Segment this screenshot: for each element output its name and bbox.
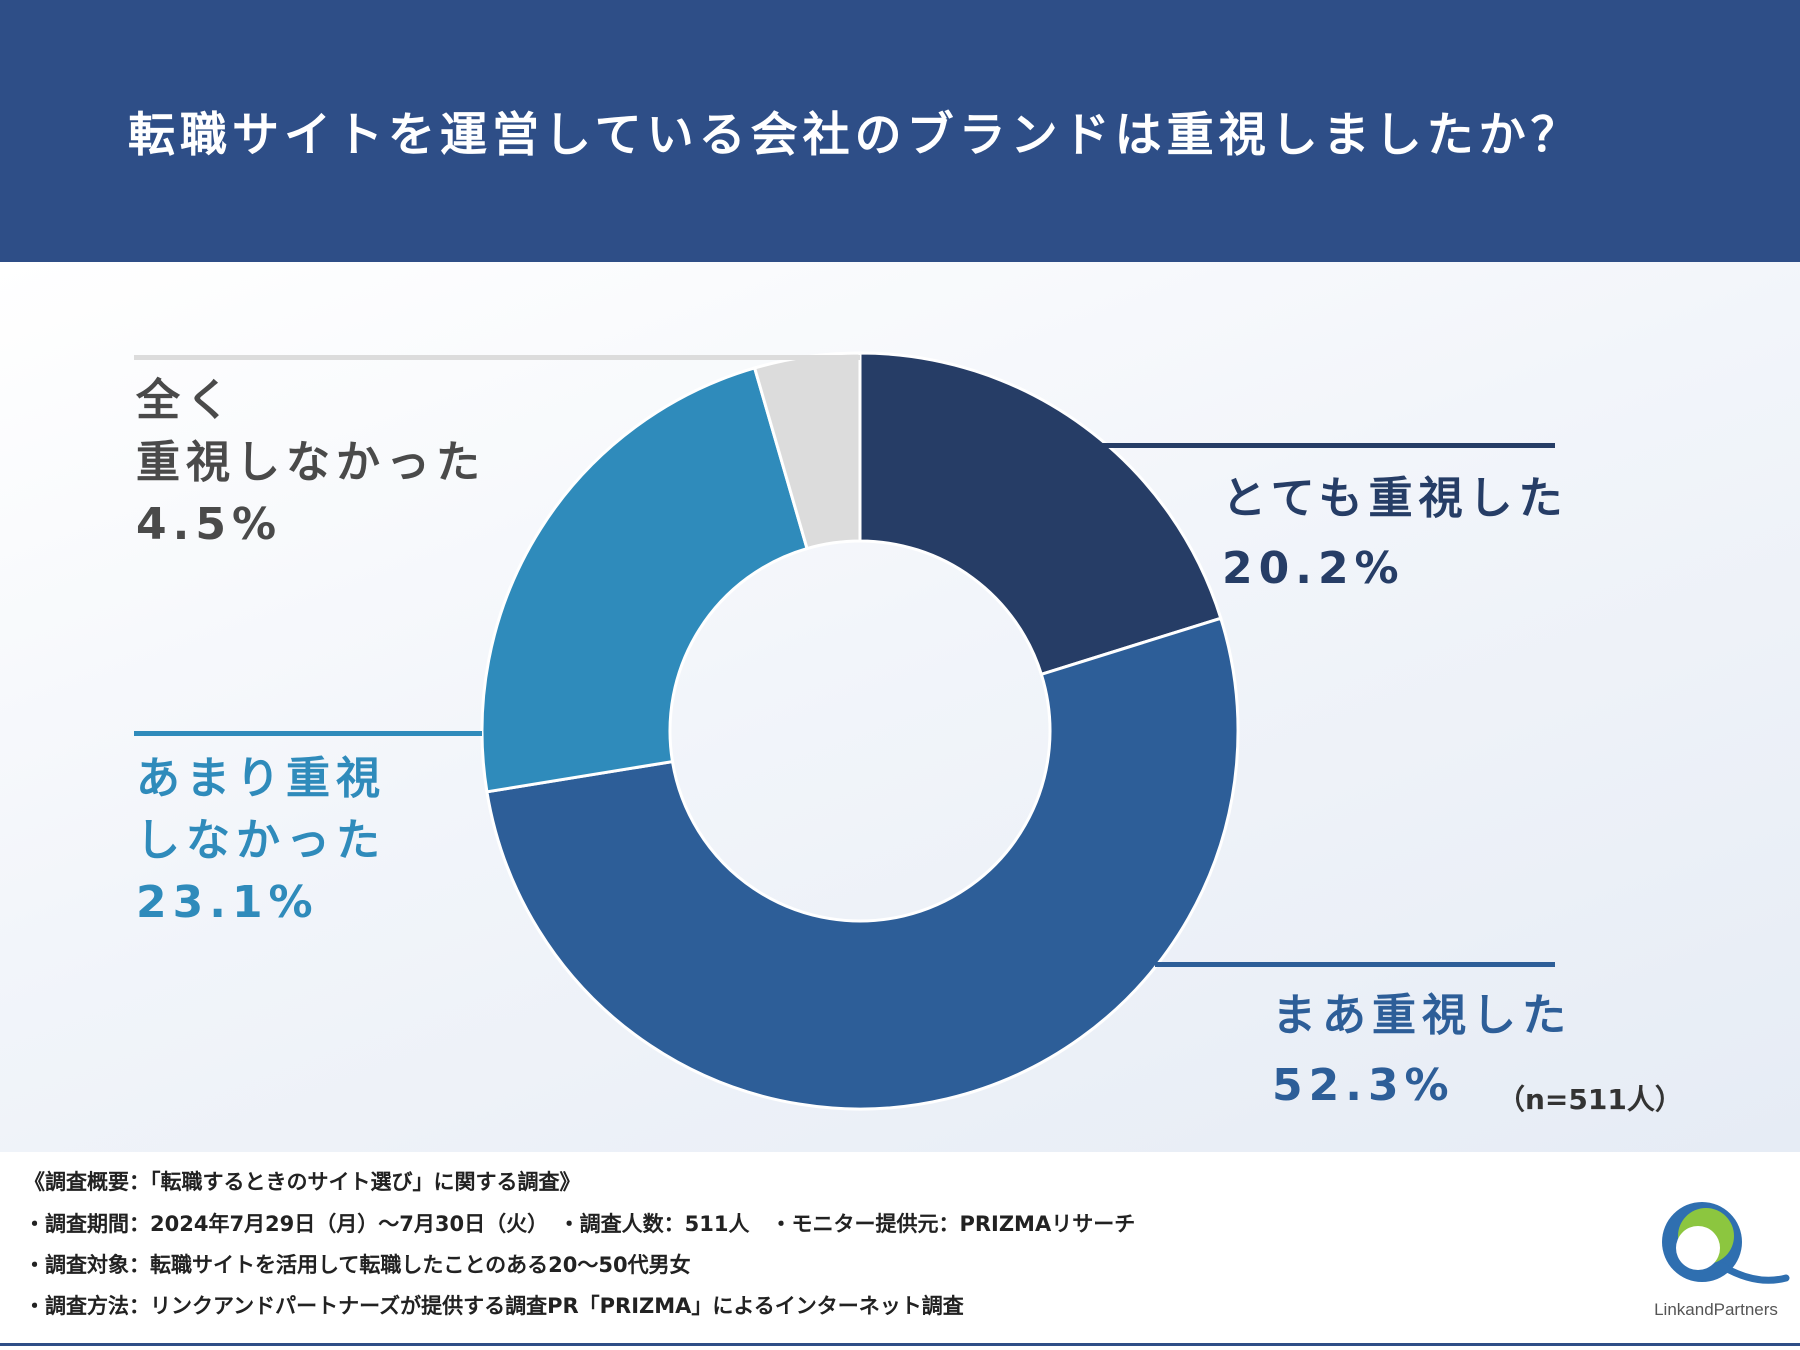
label-not-much: あまり重視 しなかった 23.1% [136,748,386,934]
leader-line-not-much [134,731,482,736]
survey-footer: 《調査概要：「転職するときのサイト選び」に関する調査》 ・調査期間：2024年7… [0,1152,1800,1350]
logo-text: LinkandPartners [1654,1300,1778,1319]
label-somewhat-important: まあ重視した 52.3% [1272,985,1572,1117]
leader-line-not-at-all [134,355,860,360]
label-not-at-all-line1: 全く [136,375,236,426]
sample-size-note: （n=511人） [1497,1083,1683,1116]
label-not-much-line1: あまり重視 [136,753,386,804]
leader-line-somewhat [1155,962,1555,967]
bottom-rule [0,1343,1800,1346]
survey-overview: 《調査概要：「転職するときのサイト選び」に関する調査》 [24,1170,581,1194]
label-not-much-pct: 23.1% [136,877,319,928]
slice-very-important [858,351,1223,677]
page-title: 転職サイトを運営している会社のブランドは重視しましたか？ [128,108,1583,163]
survey-method: ・調査方法：リンクアンドパートナーズが提供する調査PR「PRIZMA」によるイン… [24,1294,964,1318]
label-not-at-all-pct: 4.5% [136,499,283,550]
label-somewhat-important-pct: 52.3% [1272,1060,1455,1111]
label-very-important: とても重視した 20.2% [1222,468,1568,600]
logo-icon [1662,1202,1790,1284]
label-not-at-all-line2: 重視しなかった [136,437,486,488]
survey-period: ・調査期間：2024年7月29日（月）～7月30日（火） ・調査人数：511人 … [24,1212,1136,1236]
slice-not-much [480,366,809,794]
label-very-important-text: とても重視した [1222,473,1569,524]
donut-chart [480,351,1240,1111]
label-somewhat-important-text: まあ重視した [1272,990,1572,1041]
company-logo: LinkandPartners [1636,1190,1796,1330]
survey-target: ・調査対象：転職サイトを活用して転職したことのある20～50代男女 [24,1253,691,1277]
slice-not-at-all [752,351,862,551]
header-banner: 転職サイトを運営している会社のブランドは重視しましたか？ [0,0,1800,262]
slice-somewhat-important [485,616,1240,1111]
label-not-much-line2: しなかった [136,815,386,866]
label-very-important-pct: 20.2% [1222,543,1405,594]
label-not-at-all: 全く 重視しなかった 4.5% [136,370,486,556]
leader-line-very [1100,443,1555,448]
